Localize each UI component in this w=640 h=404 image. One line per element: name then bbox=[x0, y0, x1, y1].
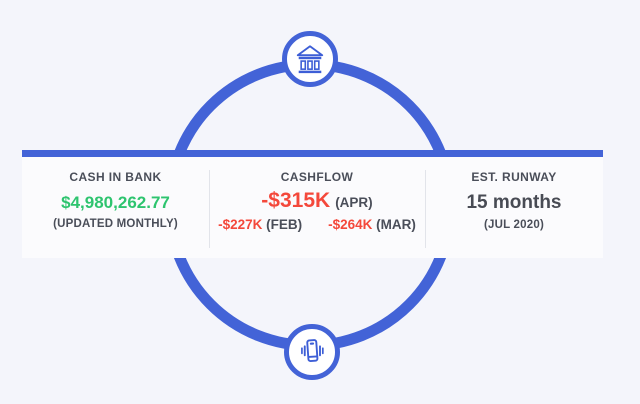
bank-icon-badge bbox=[282, 31, 338, 87]
cashflow-current-value: -$315K bbox=[261, 189, 331, 212]
cashflow-history-mar-value: -$264K bbox=[328, 217, 373, 232]
est-runway-value: 15 months bbox=[466, 192, 562, 213]
vibrating-phone-icon bbox=[296, 336, 328, 368]
metric-est-runway: EST. RUNWAY 15 months (JUL 2020) bbox=[425, 157, 603, 258]
cashflow-history-feb-period: (FEB) bbox=[266, 217, 303, 232]
cashflow-label: CASHFLOW bbox=[280, 170, 354, 184]
metric-cashflow: CASHFLOW -$315K (APR) -$227K (FEB) -$264… bbox=[209, 157, 425, 258]
cashflow-history-feb-value: -$227K bbox=[218, 217, 263, 232]
cash-in-bank-value: $4,980,262.77 bbox=[61, 193, 170, 212]
cashflow-history-mar: -$264K (MAR) bbox=[328, 217, 416, 232]
section-divider-left bbox=[209, 170, 210, 248]
cash-in-bank-label: CASH IN BANK bbox=[69, 170, 162, 184]
metrics-panel: CASH IN BANK $4,980,262.77 (UPDATED MONT… bbox=[22, 157, 603, 258]
cashflow-history-mar-period: (MAR) bbox=[376, 217, 416, 232]
cashflow-current-period: (APR) bbox=[335, 195, 373, 210]
vibrating-phone-icon-badge bbox=[284, 324, 340, 380]
est-runway-label: EST. RUNWAY bbox=[471, 170, 557, 184]
accent-divider-bar bbox=[22, 150, 603, 157]
est-runway-note: (JUL 2020) bbox=[484, 219, 544, 231]
metric-cash-in-bank: CASH IN BANK $4,980,262.77 (UPDATED MONT… bbox=[22, 157, 209, 258]
section-divider-right bbox=[425, 170, 426, 248]
cashflow-history: -$227K (FEB) -$264K (MAR) bbox=[209, 217, 425, 232]
bank-icon bbox=[294, 43, 326, 75]
cashflow-current: -$315K (APR) bbox=[209, 189, 425, 213]
cash-in-bank-note: (UPDATED MONTHLY) bbox=[53, 218, 178, 230]
cashflow-history-feb: -$227K (FEB) bbox=[218, 217, 302, 232]
